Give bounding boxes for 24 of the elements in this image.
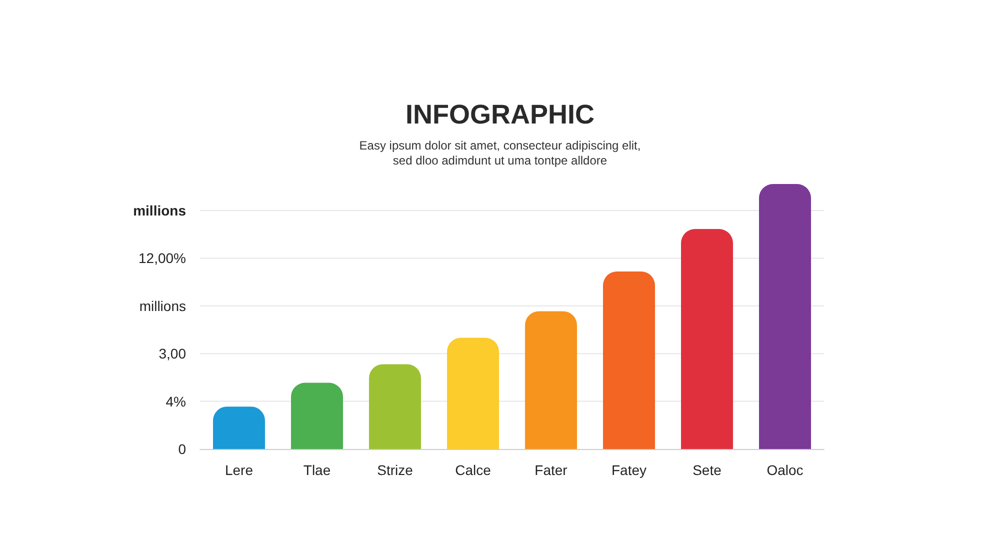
bar	[681, 229, 733, 449]
text: 0	[178, 441, 186, 457]
bar	[525, 311, 577, 449]
x-tick-label: Calce	[455, 462, 492, 478]
text: millions	[133, 202, 186, 218]
bar	[369, 364, 421, 449]
x-tick-label: Lere	[224, 462, 254, 478]
x-tick-label: Sete	[692, 462, 722, 478]
text: millions	[139, 298, 186, 314]
chart-title: INFOGRAPHIC	[406, 100, 594, 130]
bar	[603, 271, 655, 449]
x-tick-label: Tlae	[303, 462, 331, 478]
chart-subtitle: Easy ipsum dolor sit amet, consecteur adipiscing elit, sed dloo adimdunt ut uma tontpe alldore	[359, 138, 641, 168]
text: 3,00	[158, 346, 186, 362]
text: 12,00%	[138, 250, 186, 266]
bar	[759, 184, 811, 449]
bar	[291, 382, 343, 449]
x-tick-label: Strize	[377, 462, 414, 478]
text: 4%	[166, 393, 186, 410]
bar	[447, 338, 499, 449]
x-tick-label: Fater	[534, 462, 568, 478]
bar	[213, 406, 265, 449]
x-tick-label: Fatey	[611, 462, 647, 478]
x-tick-label: Oaloc	[766, 462, 804, 478]
